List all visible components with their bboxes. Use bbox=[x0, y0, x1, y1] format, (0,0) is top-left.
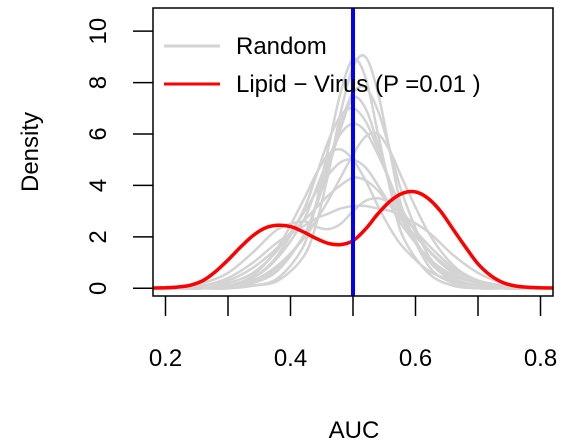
y-tick-label: 10 bbox=[85, 18, 112, 45]
y-tick-label: 4 bbox=[85, 179, 112, 192]
y-axis: 0 2 4 6 8 10 bbox=[85, 18, 153, 295]
y-tick-label: 2 bbox=[85, 230, 112, 243]
y-tick-label: 6 bbox=[85, 127, 112, 140]
y-tick-label: 0 bbox=[85, 282, 112, 295]
x-tick-label: 0.6 bbox=[399, 345, 432, 372]
x-axis-label: AUC bbox=[329, 417, 380, 444]
legend-label-lipid-virus: Lipid − Virus (P =0.01 ) bbox=[236, 71, 481, 98]
x-tick-label: 0.4 bbox=[274, 345, 307, 372]
y-axis-label: Density bbox=[17, 112, 44, 192]
x-tick-label: 0.8 bbox=[524, 345, 557, 372]
y-tick-label: 8 bbox=[85, 76, 112, 89]
x-tick-label: 0.2 bbox=[149, 345, 182, 372]
legend: Random Lipid − Virus (P =0.01 ) bbox=[164, 33, 481, 98]
legend-label-random: Random bbox=[236, 33, 327, 60]
x-axis: 0.2 0.4 0.6 0.8 bbox=[149, 296, 557, 372]
